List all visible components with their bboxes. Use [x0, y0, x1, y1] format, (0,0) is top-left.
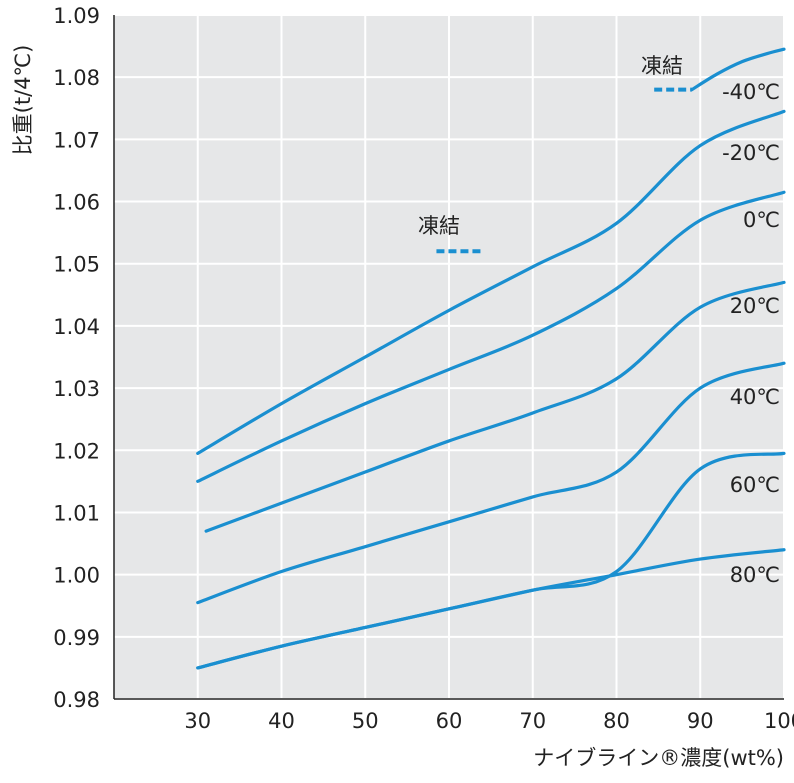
y-tick-label: 1.04	[53, 315, 100, 339]
series-label: -40℃	[722, 80, 780, 104]
y-tick-label: 1.07	[53, 128, 100, 152]
series-label: 0℃	[743, 208, 780, 232]
axis-lines	[113, 15, 784, 700]
x-tick-label: 80	[603, 709, 630, 733]
freeze-note: 凍結	[418, 214, 460, 238]
series-label: 20℃	[730, 294, 780, 318]
y-tick-label: 1.09	[53, 4, 100, 28]
y-tick-label: 1.02	[53, 439, 100, 463]
series-label: 40℃	[730, 385, 780, 409]
series-line	[196, 190, 786, 483]
series-line	[204, 280, 786, 533]
series-label: 80℃	[730, 563, 780, 587]
series-label: -20℃	[722, 141, 780, 165]
x-tick-label: 30	[184, 709, 211, 733]
x-tick-label: 50	[352, 709, 379, 733]
series-line	[196, 548, 786, 670]
x-tick-label: 100	[764, 709, 794, 733]
series-line	[690, 47, 786, 92]
y-tick-labels: 0.98 0.99 1.00 1.01 1.02 1.03 1.04 1.05 1.06 1.07…	[53, 4, 100, 712]
series-label: 60℃	[730, 473, 780, 497]
y-tick-label: 1.01	[53, 501, 100, 525]
y-tick-label: 1.03	[53, 377, 100, 401]
x-tick-label: 90	[687, 709, 714, 733]
x-axis-title: ナイブライン®濃度(wt%)	[533, 746, 784, 770]
x-tick-labels: 30 40 50 60 70 80 90 100	[184, 709, 794, 733]
y-tick-label: 0.98	[53, 688, 100, 712]
y-tick-label: 0.99	[53, 626, 100, 650]
x-tick-label: 70	[519, 709, 546, 733]
data-series	[196, 47, 786, 670]
series-labels: -40℃ -20℃ 0℃ 20℃ 40℃ 60℃ 80℃	[722, 80, 780, 587]
y-tick-label: 1.06	[53, 191, 100, 215]
y-tick-label: 1.05	[53, 253, 100, 277]
x-tick-label: 40	[268, 709, 295, 733]
freeze-note: 凍結	[641, 54, 683, 78]
series-line	[196, 109, 786, 455]
series-line	[196, 361, 786, 605]
y-tick-label: 1.08	[53, 66, 100, 90]
x-tick-label: 60	[436, 709, 463, 733]
y-axis-title: 比重(t/4℃)	[11, 45, 35, 156]
y-tick-label: 1.00	[53, 564, 100, 588]
